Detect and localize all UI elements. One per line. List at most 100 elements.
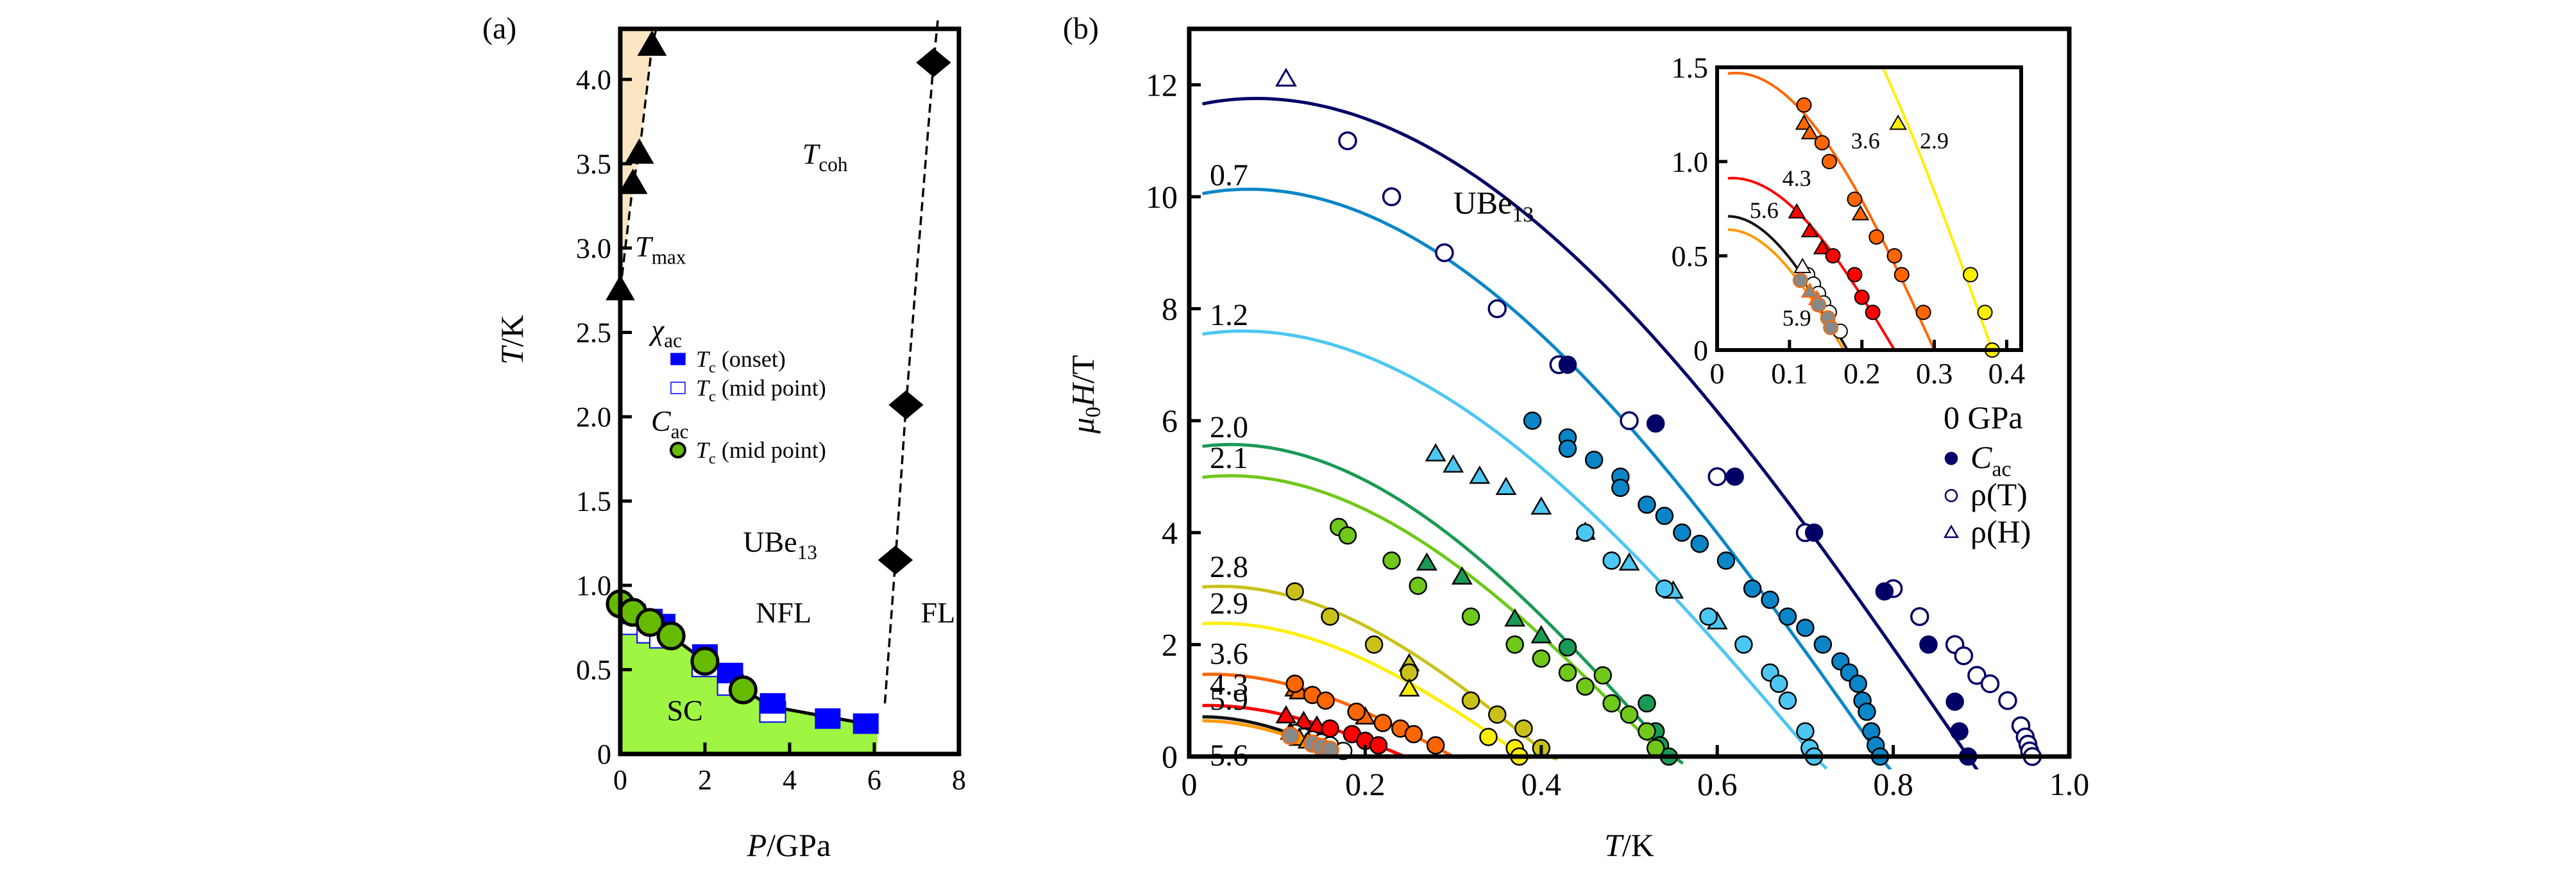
tmax-line [619, 28, 657, 290]
annotation-tcoh: Tcoh [802, 137, 848, 176]
x-tick-label: 0.8 [1873, 766, 1913, 802]
legend-entry: Tc (onset) [696, 346, 786, 376]
cac-point [1593, 666, 1613, 685]
y-axis-label: μ0H/T [1065, 355, 1105, 435]
legend-entry-suffix: (mid point) [716, 375, 826, 401]
inset-cac-point [1977, 305, 1993, 321]
y-tick-label: 6 [1162, 403, 1178, 439]
cac-point [1558, 663, 1577, 682]
phase-regions [620, 29, 879, 754]
cac-point [1369, 736, 1388, 755]
inset-x-tick-label: 0.1 [1771, 357, 1808, 390]
cac-point [1321, 607, 1339, 626]
cac-point [1950, 722, 1969, 741]
legend-entry: ρ(H) [1970, 514, 2031, 549]
pressure-labels: 0.7 1.2 2.02.1 2.82.9 3.64.3 5.6 5.9 [1210, 158, 1248, 773]
inset-pressure-label: 2.9 [1920, 128, 1949, 153]
inset-y-tick-label: 1.0 [1672, 146, 1709, 178]
y-tick-label: 0.5 [576, 654, 611, 685]
annotation-tcoh-main: T [802, 137, 821, 170]
inset-cac-point [1796, 97, 1812, 113]
cac-point [1743, 579, 1762, 598]
y-tick-label: 3.5 [576, 148, 611, 180]
tmax-region [620, 29, 657, 290]
rho-t-point [1954, 646, 1974, 666]
legend-marker [1943, 524, 1960, 539]
x-axis-label: P/GPa [747, 827, 831, 863]
cac-point [1404, 724, 1423, 744]
legend-marker [1944, 451, 1958, 465]
cac-point [1638, 722, 1656, 741]
cac-point [1461, 691, 1480, 710]
hc2-curve-1.2-gpa [1202, 329, 1828, 769]
cac-point [1461, 607, 1480, 626]
tmax-point [637, 30, 667, 56]
cac-point [1285, 582, 1304, 601]
rho-h-point [1416, 552, 1437, 571]
annotation-nfl-main: NFL [756, 596, 811, 629]
cac-point [1576, 677, 1595, 696]
rho-t-point [1382, 187, 1402, 206]
rho-t-point [1707, 467, 1727, 487]
x-tick-label: 0.2 [1345, 766, 1385, 802]
plot-frame [1187, 26, 2072, 759]
y-tick-label: 0 [1162, 739, 1178, 774]
cac-point [1725, 467, 1744, 486]
rho-h-point [1530, 624, 1552, 644]
rho-h-point [1451, 566, 1473, 585]
axes-frame [1187, 26, 2072, 759]
data-points [606, 30, 951, 734]
legend-entry-sub: c [709, 388, 716, 405]
cac-point [1638, 495, 1656, 514]
rho-t-point [1910, 607, 1929, 626]
legend-entry: ρ(T) [1970, 476, 2028, 512]
pressure-label: 5.9 [1210, 683, 1248, 717]
cac-point [1761, 590, 1779, 609]
inset-cac-point [1825, 248, 1841, 264]
cac-point [1281, 726, 1300, 745]
legend-entry: Tc (mid point) [696, 437, 826, 467]
x-tick-label: 8 [952, 764, 966, 796]
x-axis-label-var: P [747, 827, 767, 863]
cac-point [1646, 739, 1665, 758]
hc2-curve-0.7-gpa [1202, 187, 1892, 769]
pressure-label: 2.1 [1210, 441, 1248, 475]
cac-mid-point [635, 608, 665, 637]
y-tick-label: 2 [1162, 626, 1178, 662]
data-points [1275, 67, 2042, 766]
inset-x-tick-label: 0.3 [1916, 357, 1953, 390]
cac-point [1373, 714, 1393, 732]
y-tick-label: 2.5 [576, 317, 611, 348]
legend-group-title: χac [648, 314, 682, 352]
panel-a: (a) 0 2 4 6 800.51.01.52.02.53.03.54.0 TmaxT… [482, 12, 966, 863]
y-axis-label-var: H [1065, 381, 1101, 407]
legend-entry: Cac [1970, 439, 2012, 481]
rho-h-point [1469, 465, 1491, 484]
x-tick-label: 0 [1182, 766, 1198, 802]
rho-h-point [1504, 608, 1526, 627]
hc2-curve-2.8-gpa [1202, 584, 1558, 761]
cac-point [1919, 635, 1938, 654]
tmax-point [618, 169, 648, 194]
cac-point [1699, 607, 1718, 626]
x-tick-label: 0.4 [1521, 766, 1562, 802]
inset-curve-2.9-gpa [1881, 67, 1994, 350]
legend-entry-sub: ac [1992, 458, 2011, 481]
inset-rho-h-point [1801, 124, 1819, 140]
inset-pressure-label: 5.6 [1750, 197, 1779, 223]
inset-x-tick-label: 0.4 [1988, 357, 2026, 390]
legend-group-title: Cac [651, 405, 688, 443]
pressure-label: 1.2 [1210, 298, 1248, 332]
cac-point [1285, 674, 1304, 693]
panel-label-a: (a) [482, 12, 516, 46]
cac-point [1602, 694, 1621, 713]
inset-rho-h-point [1851, 205, 1870, 221]
inset-y-tick-label: 0 [1693, 334, 1708, 367]
inset-y-tick-label: 1.5 [1672, 51, 1709, 84]
inset-rho-h-point [1801, 282, 1819, 298]
cac-point [1426, 736, 1445, 755]
x-axis-label-unit: /K [1622, 827, 1654, 863]
annotation-tmax: Tmax [635, 230, 686, 269]
